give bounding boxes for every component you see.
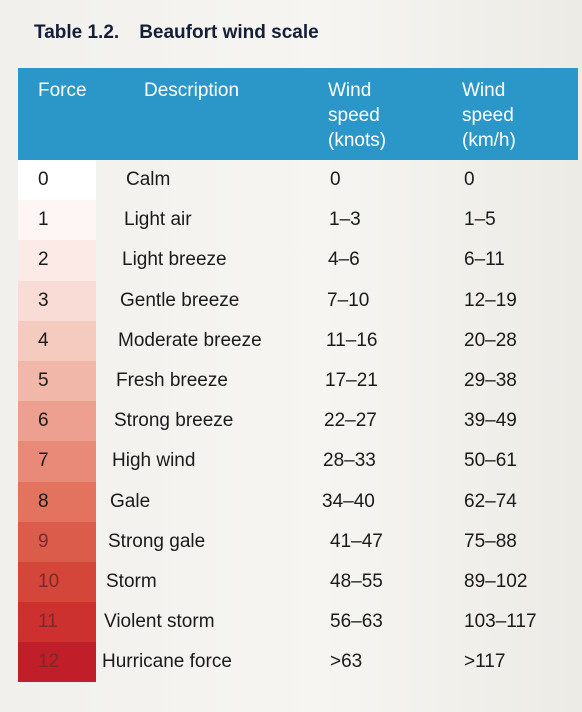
force-cell: 8 [18, 481, 96, 522]
header-force: Force [38, 80, 87, 101]
description-cell: Storm [106, 570, 157, 592]
description-cell: Hurricane force [102, 651, 232, 673]
table-row: 7 High wind 28–33 50–61 [18, 441, 578, 482]
force-cell: 10 [18, 561, 96, 603]
description-cell: Fresh breeze [116, 370, 228, 392]
knots-cell: 0 [330, 169, 341, 191]
table-row: 2 Light breeze 4–6 6–11 [18, 240, 578, 281]
table-body: 0 Calm 0 0 1 Light air 1–3 1–5 2 Light breeze 4–6 6… [18, 160, 578, 683]
knots-cell: 22–27 [324, 410, 377, 432]
description-cell: Calm [126, 169, 171, 191]
table-row: 5 Fresh breeze 17–21 29–38 [18, 360, 578, 402]
knots-cell: 48–55 [330, 570, 383, 592]
description-cell: Strong breeze [114, 410, 234, 432]
description-cell: Moderate breeze [118, 329, 262, 351]
kmh-cell: 103–117 [464, 611, 537, 633]
kmh-cell: 75–88 [464, 530, 517, 552]
table-row: 0 Calm 0 0 [18, 160, 578, 201]
force-cell: 6 [18, 401, 96, 442]
description-cell: High wind [112, 450, 196, 472]
header-knots: Wind speed (knots) [322, 68, 456, 160]
description-cell: Strong gale [108, 530, 206, 552]
header-kmh-line3: (km/h) [462, 130, 516, 151]
header-description: Description [144, 80, 240, 101]
force-cell: 1 [18, 200, 96, 241]
force-cell: 5 [18, 360, 96, 402]
table-row: 1 Light air 1–3 1–5 [18, 200, 578, 241]
description-cell: Gentle breeze [120, 289, 240, 311]
knots-cell: 7–10 [327, 289, 370, 311]
beaufort-table: Force Description Wind speed (knots) Win… [18, 68, 578, 683]
knots-cell: 34–40 [322, 490, 375, 512]
description-cell: Gale [110, 490, 151, 512]
table-row: 4 Moderate breeze 11–16 20–28 [18, 320, 578, 361]
knots-cell: 41–47 [330, 530, 383, 552]
force-cell: 3 [18, 280, 96, 321]
force-cell: 9 [18, 521, 96, 562]
table-caption: Table 1.2. Beaufort wind scale [34, 22, 319, 44]
description-cell: Light air [124, 209, 192, 231]
table-title: Beaufort wind scale [139, 22, 319, 43]
force-cell: 12 [18, 642, 96, 683]
knots-cell: 4–6 [328, 249, 360, 271]
table-row: 11 Violent storm 56–63 103–117 [18, 602, 578, 643]
header-knots-line2: speed [328, 105, 380, 126]
table-row: 12 Hurricane force >63 >117 [18, 642, 578, 683]
force-cell: 11 [18, 602, 96, 643]
knots-cell: >63 [330, 651, 363, 673]
kmh-cell: 39–49 [464, 410, 517, 432]
description-cell: Violent storm [104, 611, 215, 633]
kmh-cell: 29–38 [464, 370, 517, 392]
table-row: 8 Gale 34–40 62–74 [18, 481, 578, 522]
table-row: 3 Gentle breeze 7–10 12–19 [18, 280, 578, 321]
knots-cell: 17–21 [325, 370, 378, 392]
header-kmh: Wind speed (km/h) [456, 68, 578, 160]
kmh-cell: 1–5 [464, 209, 496, 231]
force-cell: 2 [18, 240, 96, 281]
kmh-cell: 62–74 [464, 490, 517, 512]
header-kmh-line2: speed [462, 105, 514, 126]
knots-cell: 11–16 [326, 329, 378, 351]
knots-cell: 1–3 [329, 209, 361, 231]
header-knots-line3: (knots) [328, 130, 387, 151]
table-number: Table 1.2. [34, 22, 120, 43]
kmh-cell: 89–102 [464, 570, 528, 592]
table-row: 6 Strong breeze 22–27 39–49 [18, 401, 578, 442]
kmh-cell: 20–28 [464, 329, 517, 351]
kmh-cell: 50–61 [464, 450, 517, 472]
kmh-cell: 0 [464, 169, 475, 191]
header-kmh-line1: Wind [462, 80, 506, 101]
force-cell: 7 [18, 441, 96, 482]
table-header: Force Description Wind speed (knots) Win… [18, 68, 578, 160]
table-row: 9 Strong gale 41–47 75–88 [18, 521, 578, 562]
knots-cell: 56–63 [330, 611, 383, 633]
knots-cell: 28–33 [323, 450, 376, 472]
force-cell: 4 [18, 320, 96, 361]
kmh-cell: 6–11 [464, 249, 505, 271]
kmh-cell: >117 [464, 651, 506, 673]
header-knots-line1: Wind [328, 80, 372, 101]
table-row: 10 Storm 48–55 89–102 [18, 561, 578, 603]
force-cell: 0 [18, 160, 96, 201]
kmh-cell: 12–19 [464, 289, 517, 311]
description-cell: Light breeze [122, 249, 227, 271]
